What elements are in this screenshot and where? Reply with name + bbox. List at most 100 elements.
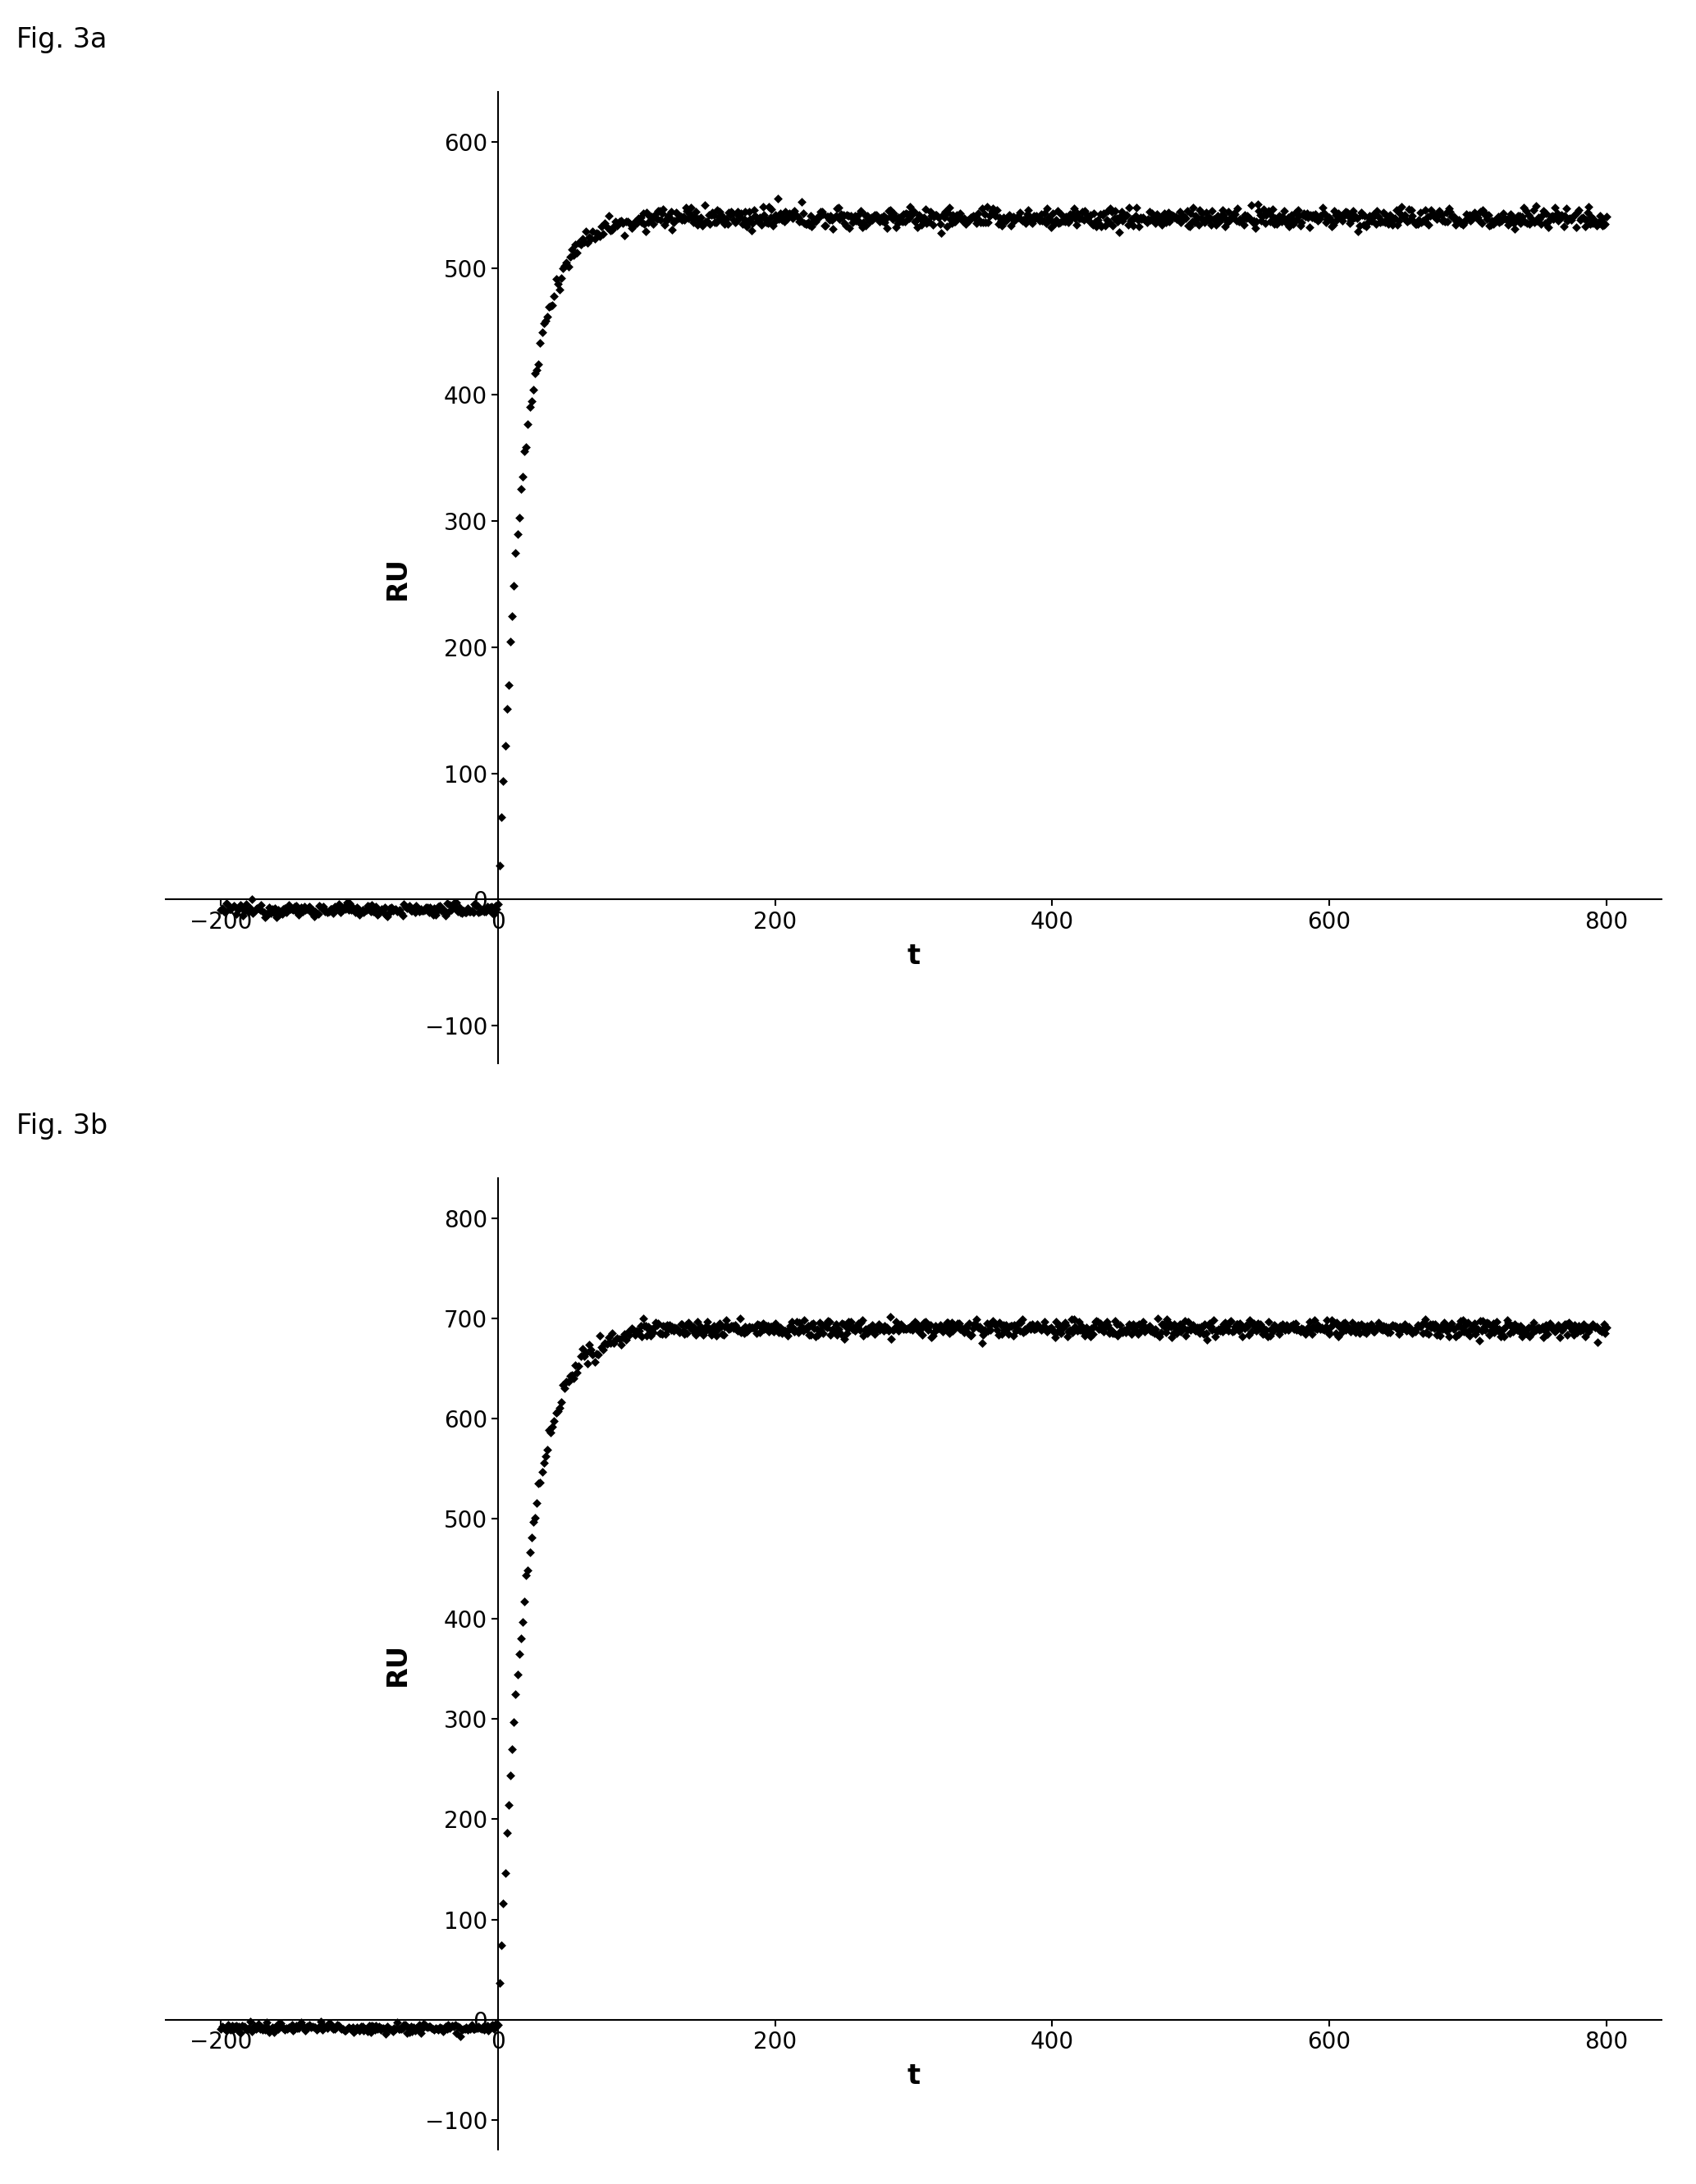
Point <box>287 2007 314 2042</box>
Point <box>471 895 499 930</box>
Point <box>951 1315 979 1350</box>
Point <box>694 1304 721 1339</box>
Point <box>485 887 512 922</box>
Point <box>1141 1315 1169 1350</box>
Point <box>928 1308 955 1343</box>
Point <box>1438 1306 1465 1341</box>
Point <box>595 1319 622 1354</box>
Point <box>1535 1310 1562 1345</box>
Point <box>1425 1313 1452 1348</box>
Point <box>410 2007 438 2042</box>
Point <box>1180 1308 1208 1343</box>
Point <box>324 2007 351 2042</box>
Point <box>1036 201 1063 236</box>
Point <box>214 887 241 922</box>
Point <box>699 194 726 229</box>
Point <box>934 194 962 229</box>
Point <box>1459 1310 1486 1345</box>
Point <box>1297 1317 1325 1352</box>
Point <box>444 893 471 928</box>
Point <box>751 1310 778 1345</box>
Point <box>551 1369 578 1404</box>
Point <box>1503 1313 1530 1348</box>
Point <box>1170 1310 1197 1345</box>
Point <box>1457 1313 1484 1348</box>
Point <box>1213 1310 1240 1345</box>
Point <box>851 1313 879 1348</box>
Point <box>382 891 409 926</box>
Point <box>1191 205 1218 240</box>
Point <box>1464 1313 1491 1348</box>
Point <box>385 893 412 928</box>
Point <box>1499 1315 1526 1350</box>
Point <box>285 2011 312 2046</box>
Point <box>626 1313 653 1348</box>
Point <box>656 1308 683 1343</box>
Point <box>1593 199 1620 234</box>
Point <box>1447 1304 1474 1339</box>
Point <box>431 893 458 928</box>
Point <box>1542 1313 1569 1348</box>
Point <box>1453 1304 1481 1339</box>
Point <box>263 900 290 935</box>
Point <box>1435 203 1462 238</box>
Point <box>499 598 526 633</box>
Point <box>229 898 256 933</box>
Point <box>909 203 936 238</box>
Point <box>534 299 561 334</box>
Point <box>561 227 589 262</box>
Point <box>1033 1310 1060 1345</box>
Point <box>904 1310 931 1345</box>
Point <box>1494 1304 1521 1339</box>
Point <box>670 199 697 234</box>
Point <box>438 893 465 928</box>
Point <box>336 2009 363 2044</box>
Point <box>1569 201 1596 236</box>
Point <box>248 2009 275 2044</box>
Point <box>371 889 399 924</box>
Point <box>1146 1319 1174 1354</box>
Point <box>1403 1310 1430 1345</box>
Point <box>214 2014 241 2049</box>
Point <box>1408 1308 1435 1343</box>
Point <box>763 1310 790 1345</box>
Point <box>992 1308 1019 1343</box>
Point <box>1058 197 1085 232</box>
Point <box>704 1308 731 1343</box>
Point <box>1167 205 1194 240</box>
Point <box>1552 1306 1579 1341</box>
Point <box>393 2016 421 2051</box>
Point <box>1440 1310 1467 1345</box>
Point <box>229 2009 256 2044</box>
Point <box>1284 1310 1311 1345</box>
Point <box>312 893 339 928</box>
Point <box>660 1313 687 1348</box>
Point <box>745 1308 772 1343</box>
Point <box>1162 199 1189 234</box>
Point <box>509 459 536 494</box>
Point <box>824 1313 851 1348</box>
Point <box>1325 197 1352 232</box>
Point <box>1014 1310 1041 1345</box>
Point <box>568 221 595 256</box>
Point <box>266 895 293 930</box>
Point <box>478 895 505 930</box>
Point <box>268 895 295 930</box>
Point <box>760 205 787 240</box>
Point <box>1126 199 1153 234</box>
Point <box>889 1308 916 1343</box>
Point <box>628 201 655 236</box>
Point <box>482 889 509 924</box>
Point <box>775 197 802 232</box>
Point <box>1319 1306 1347 1341</box>
Point <box>946 1306 974 1341</box>
Point <box>432 898 460 933</box>
Point <box>1041 205 1068 240</box>
Point <box>251 900 278 935</box>
Point <box>1469 192 1496 227</box>
Point <box>816 1304 843 1339</box>
Point <box>304 2011 331 2046</box>
Point <box>823 1306 850 1341</box>
Point <box>743 1317 770 1352</box>
Point <box>237 882 265 917</box>
